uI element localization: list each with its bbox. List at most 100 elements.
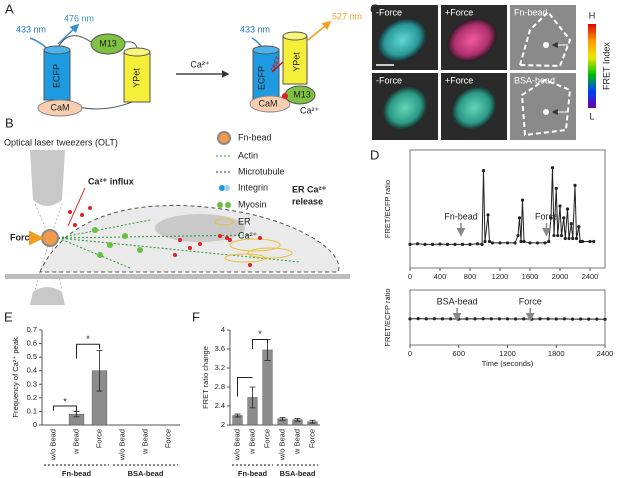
x-tick-label: 0: [408, 272, 412, 281]
data-point: [520, 198, 525, 202]
cell-image: [451, 86, 497, 130]
data-point: [449, 317, 453, 321]
data-point: [535, 241, 540, 245]
ecfp-top: [252, 45, 280, 55]
error-bar: [73, 411, 80, 418]
data-point: [498, 241, 502, 245]
ypet-top: [282, 31, 308, 41]
data-point: [415, 242, 420, 246]
data-point: [453, 242, 457, 246]
data-point: [546, 317, 550, 321]
protein-label: CaM: [50, 102, 69, 112]
image: [510, 73, 576, 140]
m13-shape: [90, 33, 126, 55]
group-label: Fn-bead: [62, 469, 92, 478]
x-tick-label: Force: [262, 429, 271, 448]
group-label: BSA-bead: [280, 469, 316, 478]
data-point: [489, 317, 493, 321]
x-tick-label: 600: [452, 349, 465, 358]
nucleus: [155, 214, 245, 242]
lens: [30, 150, 65, 206]
x-tick-label: w/o Bead: [277, 429, 286, 461]
wavelength: 433 nm: [16, 24, 46, 34]
group-label: Fn-bead: [238, 469, 268, 478]
data-point: [550, 166, 555, 170]
y-tick-label: 0.6: [27, 339, 37, 348]
x-tick-label: 800: [464, 272, 477, 281]
wavelength: 476 nm: [64, 13, 94, 23]
protein-label: CaM: [258, 98, 277, 108]
data-point: [562, 317, 566, 321]
fret-label: FRET: [271, 55, 282, 72]
data-point: [519, 239, 523, 244]
data-point: [480, 242, 484, 246]
y-tick-label: 3.6: [215, 344, 225, 353]
arrow: [307, 20, 332, 41]
panel-label: A: [5, 1, 14, 16]
data-point: [522, 239, 526, 244]
data-point: [552, 233, 556, 238]
plot-frame: [409, 149, 606, 269]
data-point: [603, 317, 607, 321]
panel-c: C -Force +Force Fn-bead -Force +Force BS…: [370, 1, 611, 140]
cell-outline: [518, 10, 572, 68]
force-label: Force: [10, 232, 35, 242]
data-point: [538, 317, 542, 321]
release-label: release: [292, 196, 323, 206]
data-point: [554, 317, 558, 321]
data-point: [432, 317, 436, 321]
panel-label: D: [370, 147, 379, 162]
ecfp-shape: [43, 49, 71, 101]
error-bar: [249, 386, 256, 409]
bead-image: [543, 42, 549, 48]
legend-label: ER: [238, 216, 251, 226]
annotation: BSA-bead: [437, 296, 478, 306]
x-tick-label: 0: [408, 349, 412, 358]
data-point: [571, 236, 575, 241]
colorbar-high: H: [589, 10, 596, 20]
protein-label: M13: [293, 89, 311, 99]
y-tick-label: 2: [221, 420, 225, 429]
x-tick-label: 2000: [552, 272, 569, 281]
er: [224, 238, 293, 263]
data-point: [516, 233, 520, 238]
data-point: [574, 236, 579, 241]
data-point: [559, 233, 564, 238]
data-point: [517, 216, 522, 220]
error-bar: [279, 417, 286, 421]
cam-shape: [37, 99, 83, 117]
data-point: [487, 239, 492, 244]
arrow: [57, 23, 80, 45]
colorbar-low: L: [589, 111, 594, 121]
legend-label: Myosin: [238, 199, 267, 209]
legend-icon: [217, 131, 231, 145]
x-tick-label: w/o Bead: [48, 429, 57, 461]
data-point: [490, 241, 495, 245]
x-tick-label: 2400: [582, 272, 599, 281]
y-tick-label: 4: [221, 325, 225, 334]
colorbar-title: FRET Index: [601, 42, 611, 90]
protein-label: YPet: [291, 52, 301, 72]
legend-icon: [214, 218, 234, 226]
cell-image: [377, 18, 427, 62]
protein-label: YPet: [131, 68, 141, 88]
data-point: [481, 169, 486, 173]
data-point: [440, 317, 445, 321]
data-point: [416, 317, 420, 321]
data-point: [580, 239, 585, 244]
image-label: +Force: [445, 75, 473, 85]
data-point: [563, 236, 567, 241]
data-point: [475, 242, 480, 246]
data-point: [569, 222, 573, 226]
y-tick-label: 0.4: [27, 366, 37, 375]
data-point: [486, 213, 490, 217]
y-tick-label: 0: [33, 420, 37, 429]
legend-label: Microtubule: [238, 166, 285, 176]
data-point: [595, 317, 599, 321]
wavelength: 433 nm: [240, 24, 270, 34]
x-tick-label: Force: [307, 429, 316, 448]
x-tick-label: 400: [434, 272, 447, 281]
